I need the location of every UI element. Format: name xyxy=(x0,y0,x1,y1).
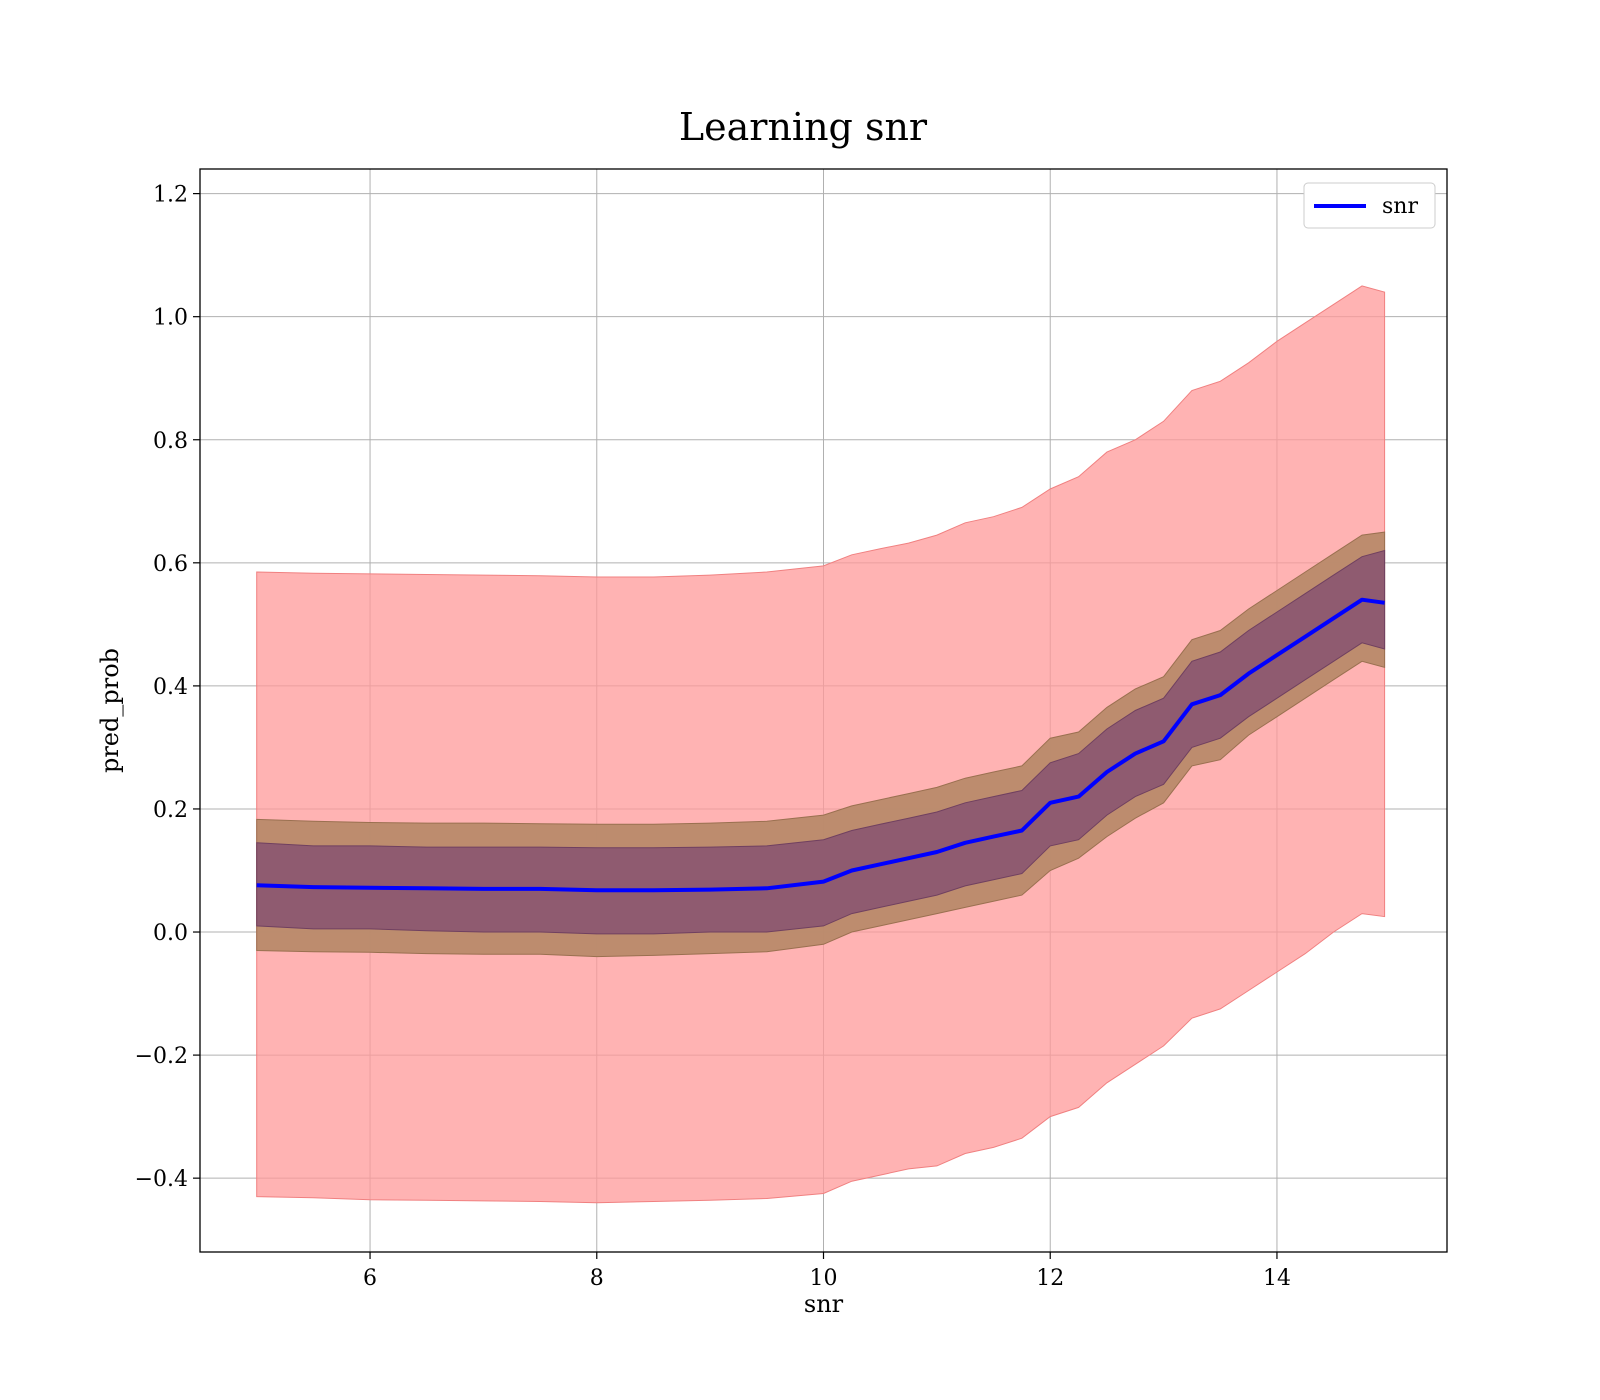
y-tick-label: 0.2 xyxy=(153,798,188,823)
plot-area xyxy=(200,169,1447,1252)
y-tick-label: 1.0 xyxy=(153,306,188,331)
x-tick-label: 6 xyxy=(363,1266,377,1291)
y-tick-label: −0.4 xyxy=(135,1167,188,1192)
legend: snr xyxy=(1303,182,1436,229)
x-tick-label: 8 xyxy=(590,1266,604,1291)
x-tick-label: 10 xyxy=(810,1266,838,1291)
y-tick-label: 0.4 xyxy=(153,675,188,700)
y-axis-label: pred_prob xyxy=(96,648,124,773)
y-tick-label: 0.0 xyxy=(153,921,188,946)
series-lines xyxy=(256,597,1385,893)
y-tick-label: −0.2 xyxy=(135,1044,188,1069)
legend-box xyxy=(1303,182,1436,229)
x-tick-label: 14 xyxy=(1263,1266,1291,1291)
y-tick-label: 0.8 xyxy=(153,429,188,454)
band-outer xyxy=(256,285,1386,1204)
x-tick-label: 12 xyxy=(1036,1266,1064,1291)
ticks: 6 8 10 12 14 −0.4 −0.2 0.0 0.2 0.4 0.6 0.8 1.0 1.2 xyxy=(135,183,1291,1291)
x-axis-label: snr xyxy=(804,1290,844,1318)
y-tick-label: 1.2 xyxy=(153,183,188,208)
series-line-snr xyxy=(256,597,1385,893)
y-tick-label: 0.6 xyxy=(153,552,188,577)
legend-label-snr: snr xyxy=(1382,194,1418,219)
chart-title: Learning snr xyxy=(679,105,928,149)
